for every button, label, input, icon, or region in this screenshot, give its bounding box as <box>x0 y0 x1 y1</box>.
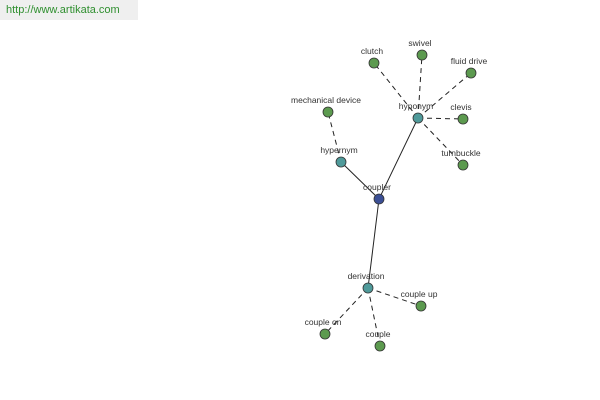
node-label: mechanical device <box>291 95 361 105</box>
dashed-edge <box>417 72 472 119</box>
node-label: couple up <box>401 289 438 299</box>
dashed-edge <box>417 117 464 166</box>
node <box>412 112 424 124</box>
edge <box>378 117 419 200</box>
node <box>319 328 331 340</box>
dashed-edge <box>417 117 464 120</box>
node-label: fluid drive <box>451 56 488 66</box>
node-label: couple on <box>305 317 342 327</box>
node <box>465 67 477 79</box>
node <box>322 106 334 118</box>
node-label: coupler <box>363 182 391 192</box>
node-label: clutch <box>361 46 383 56</box>
node <box>416 49 428 61</box>
node <box>373 193 385 205</box>
dashed-edge <box>417 54 423 119</box>
node <box>415 300 427 312</box>
dashed-edge <box>367 287 422 307</box>
node-label: swivel <box>408 38 431 48</box>
edge <box>367 198 380 289</box>
node-label: hyponym <box>399 101 434 111</box>
node <box>457 113 469 125</box>
node <box>368 57 380 69</box>
site-link[interactable]: http://www.artikata.com <box>0 0 138 20</box>
edge <box>340 161 380 200</box>
node <box>335 156 347 168</box>
dashed-edge <box>373 62 419 119</box>
node <box>374 340 386 352</box>
node-label: derivation <box>348 271 385 281</box>
node-label: hypernym <box>320 145 357 155</box>
node <box>362 282 374 294</box>
node-label: clevis <box>450 102 471 112</box>
dashed-edge <box>324 287 369 335</box>
node-label: couple <box>365 329 390 339</box>
node-label: turnbuckle <box>441 148 480 158</box>
dashed-edge <box>367 287 381 347</box>
node <box>457 159 469 171</box>
